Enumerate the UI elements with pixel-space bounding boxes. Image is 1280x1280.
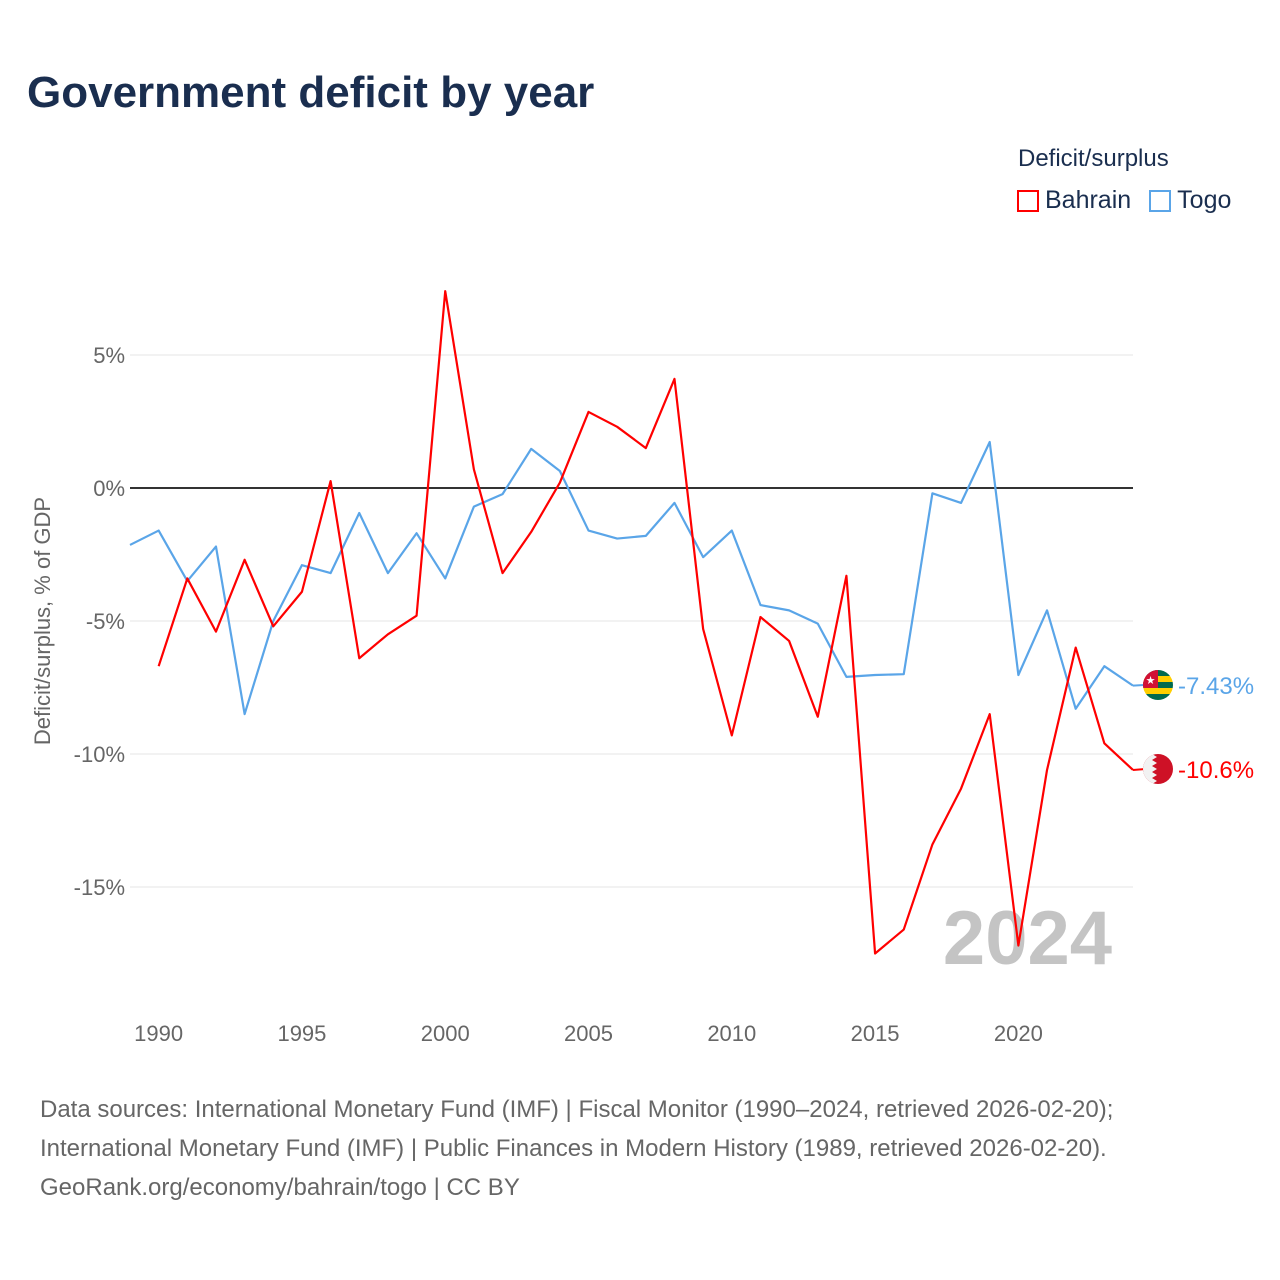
flag-star: ★ — [1146, 675, 1156, 687]
flag-stripe — [1143, 694, 1173, 700]
x-tick-label: 2010 — [707, 1021, 756, 1046]
y-tick-label: -10% — [74, 742, 125, 767]
legend-label-togo: Togo — [1177, 186, 1232, 214]
y-axis-label: Deficit/surplus, % of GDP — [30, 497, 55, 745]
y-tick-label: 5% — [93, 343, 125, 368]
y-tick-label: 0% — [93, 476, 125, 501]
x-tick-label: 2000 — [421, 1021, 470, 1046]
x-tick-label: 2015 — [851, 1021, 900, 1046]
y-tick-label: -15% — [74, 875, 125, 900]
legend-item-togo[interactable]: Togo — [1149, 186, 1231, 215]
legend-label-bahrain: Bahrain — [1045, 186, 1132, 214]
end-value-label-bahrain: -10.6% — [1178, 757, 1254, 784]
series-line-bahrain — [157, 290, 1134, 955]
legend-swatch-togo — [1149, 189, 1172, 212]
x-tick-label: 1995 — [277, 1021, 326, 1046]
series-line-togo — [129, 440, 1134, 716]
chart-title: Government deficit by year — [27, 68, 595, 117]
legend-item-bahrain[interactable]: Bahrain — [1017, 186, 1131, 215]
end-connector — [1132, 684, 1146, 687]
legend: Bahrain Togo — [1017, 186, 1231, 215]
end-connector — [1132, 768, 1146, 771]
flag-stripe — [1143, 688, 1173, 694]
end-value-label-togo: -7.43% — [1178, 673, 1254, 700]
x-tick-label: 2020 — [994, 1021, 1043, 1046]
togo-flag-icon: ★ — [1143, 670, 1173, 700]
flag-fill — [1143, 754, 1173, 784]
flag-white-band — [1143, 754, 1157, 784]
x-tick-label: 2005 — [564, 1021, 613, 1046]
source-url[interactable]: GeoRank.org/economy/bahrain/togo | CC BY — [40, 1174, 520, 1201]
x-tick-label: 1990 — [134, 1021, 183, 1046]
legend-title: Deficit/surplus — [1018, 145, 1169, 172]
source-line-2: International Monetary Fund (IMF) | Publ… — [40, 1135, 1107, 1162]
legend-swatch-bahrain — [1017, 189, 1039, 212]
y-tick-label: -5% — [86, 609, 125, 634]
bahrain-flag-icon — [1143, 754, 1173, 784]
year-watermark: 2024 — [943, 896, 1112, 981]
flag-fill: ★ — [1143, 670, 1173, 700]
source-line-1: Data sources: International Monetary Fun… — [40, 1096, 1114, 1123]
footer: Data sources: International Monetary Fun… — [40, 1090, 1113, 1207]
